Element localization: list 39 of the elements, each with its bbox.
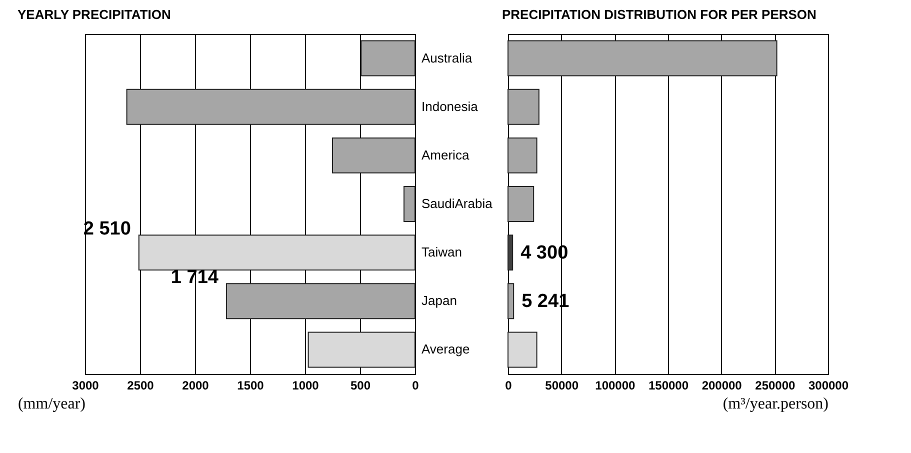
- x-tick-label: 2500: [127, 378, 154, 392]
- bar: [508, 186, 534, 222]
- bar: [508, 283, 514, 320]
- bar: [138, 234, 416, 271]
- chart-title: YEARLY PRECIPITATION: [17, 7, 171, 22]
- bar: [508, 332, 538, 368]
- x-tick-label: 500: [350, 378, 371, 392]
- bar: [508, 234, 514, 271]
- x-tick-label: 300000: [808, 378, 849, 392]
- x-tick-label: 50000: [545, 378, 579, 392]
- x-tick-label: 0: [412, 378, 420, 392]
- x-tick-label: 250000: [755, 378, 796, 392]
- y-tick-label: Average: [422, 342, 470, 357]
- x-tick-label: 100000: [595, 378, 636, 392]
- bar: [332, 137, 416, 174]
- bar: [226, 283, 416, 320]
- x-tick-label: 1500: [237, 378, 264, 392]
- bar: [404, 186, 416, 222]
- bar: [508, 40, 778, 76]
- bar: [126, 88, 416, 125]
- y-tick-label: SaudiArabia: [422, 196, 494, 211]
- x-tick-label: 0: [505, 378, 512, 392]
- x-tick-label: 150000: [648, 378, 689, 392]
- y-tick-label: Taiwan: [422, 244, 462, 260]
- chart-title: PRECIPITATION DISTRIBUTION FOR PER PERSON: [502, 7, 816, 22]
- bar: [360, 40, 416, 76]
- bar: [508, 88, 540, 125]
- x-tick-label: 1000: [292, 378, 320, 392]
- y-tick-label: Indonesia: [422, 98, 479, 114]
- bar: [508, 137, 538, 174]
- y-tick-label: Japan: [422, 293, 457, 308]
- y-tick-label: Australia: [422, 50, 473, 66]
- y-tick-label: America: [422, 147, 470, 162]
- x-tick-label: 3000: [72, 378, 100, 392]
- x-axis-title: (m³/year.person): [722, 396, 828, 412]
- bar: [308, 332, 416, 368]
- x-tick-label: 200000: [702, 378, 742, 392]
- x-axis-title: (mm/year): [18, 396, 86, 412]
- x-tick-label: 2000: [182, 378, 210, 392]
